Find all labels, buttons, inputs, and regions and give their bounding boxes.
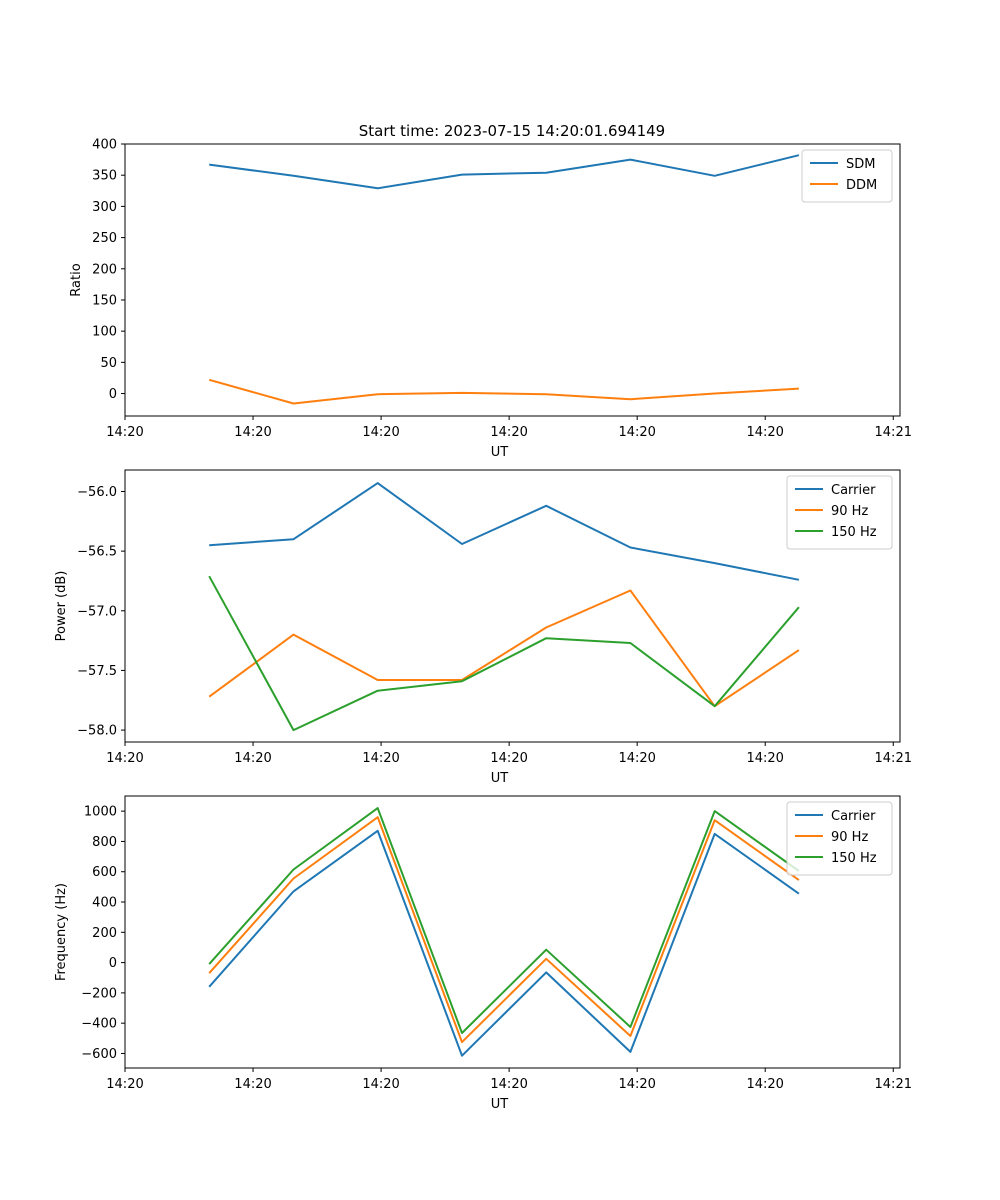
frequency-series-150-hz [208,807,800,1034]
power-ytick-label: −56.0 [77,485,117,500]
frequency-xtick-label: 14:20 [746,1077,783,1092]
ratio-xtick-label: 14:20 [234,425,271,440]
power-legend-label: 150 Hz [831,525,877,540]
frequency-legend-label: Carrier [831,809,876,824]
frequency-xtick-label: 14:20 [362,1077,399,1092]
power-ytick-label: −58.0 [77,724,117,739]
power-legend: Carrier 90 Hz 150 Hz [786,475,893,550]
power-xtick-label: 14:20 [234,751,271,766]
ratio-ytick-label: 250 [92,231,117,246]
ratio-ytick-label: 350 [92,169,117,184]
frequency-xtick-label: 14:20 [234,1077,271,1092]
frequency-ytick-label: 800 [92,835,117,850]
power-ylabel: Power (dB) [54,571,69,642]
ratio-series-sdm [209,154,800,190]
power-ytick-label: −56.5 [77,545,117,560]
frequency-ylabel: Frequency (Hz) [54,883,69,981]
ratio-axes-frame [124,143,901,417]
ratio-xtick-label: 14:21 [875,425,912,440]
ratio-legend: SDM DDM [801,149,893,203]
frequency-xtick-label: 14:21 [875,1077,912,1092]
power-xtick-label: 14:20 [746,751,783,766]
figure-title: Start time: 2023-07-15 14:20:01.694149 [359,122,665,140]
frequency-ytick-label: −400 [81,1017,117,1032]
ratio-ytick-label: 100 [92,325,117,340]
ratio-ytick-label: 300 [92,200,117,215]
frequency-legend-label: 150 Hz [831,851,877,866]
frequency-ytick-label: −200 [81,986,117,1001]
frequency-series-carrier [208,829,800,1057]
power-axes-frame [124,469,901,743]
plots-container: 14:20 14:20 14:20 14:20 14:20 14:20 14:21 0 50 10… [54,138,912,1113]
ratio-ytick-label: 50 [100,356,117,371]
frequency-xtick-label: 14:20 [618,1077,655,1092]
frequency-xtick-label: 14:20 [490,1077,527,1092]
power-series-150-hz [208,575,800,732]
frequency-ytick-label: 400 [92,896,117,911]
power-xtick-label: 14:20 [490,751,527,766]
ratio-ytick-label: 0 [109,387,117,402]
power-legend-label: 90 Hz [831,504,868,519]
ratio-series-ddm [208,378,799,405]
power-ytick-label: −57.0 [77,604,117,619]
ratio-xtick-label: 14:20 [362,425,399,440]
ratio-ytick-label: 400 [92,138,117,153]
frequency-ytick-label: 200 [92,926,117,941]
ratio-xtick-label: 14:20 [618,425,655,440]
power-xtick-label: 14:20 [618,751,655,766]
ratio-ytick-label: 200 [92,262,117,277]
ratio-xlabel: UT [491,445,509,460]
power-series-carrier [209,482,800,581]
frequency-legend: Carrier 90 Hz 150 Hz [786,801,893,876]
power-legend-label: Carrier [831,483,876,498]
ratio-xtick-label: 14:20 [106,425,143,440]
power-ytick-label: −57.5 [77,664,117,679]
ratio-ytick-label: 150 [92,293,117,308]
power-chart: 14:20 14:20 14:20 14:20 14:20 14:20 14:21 −58.0… [54,469,912,786]
ratio-legend-label: SDM [846,157,875,172]
frequency-ytick-label: −600 [81,1047,117,1062]
frequency-xlabel: UT [491,1097,509,1112]
frequency-chart: 14:20 14:20 14:20 14:20 14:20 14:20 14:21 −600 −… [54,795,912,1112]
ratio-xtick-label: 14:20 [746,425,783,440]
frequency-ytick-label: 0 [109,956,117,971]
frequency-ytick-label: 600 [92,865,117,880]
ratio-xtick-label: 14:20 [490,425,527,440]
ratio-legend-label: DDM [846,178,877,193]
power-xtick-label: 14:20 [362,751,399,766]
power-xtick-label: 14:21 [875,751,912,766]
ratio-ylabel: Ratio [69,263,84,296]
power-xlabel: UT [491,771,509,786]
frequency-legend-label: 90 Hz [831,830,868,845]
frequency-xtick-label: 14:20 [106,1077,143,1092]
frequency-ytick-label: 1000 [84,805,117,820]
power-series-90-hz [208,589,800,708]
power-xtick-label: 14:20 [106,751,143,766]
ratio-chart: 14:20 14:20 14:20 14:20 14:20 14:20 14:21 0 50 10… [69,138,912,461]
frequency-series-90-hz [208,816,800,1044]
